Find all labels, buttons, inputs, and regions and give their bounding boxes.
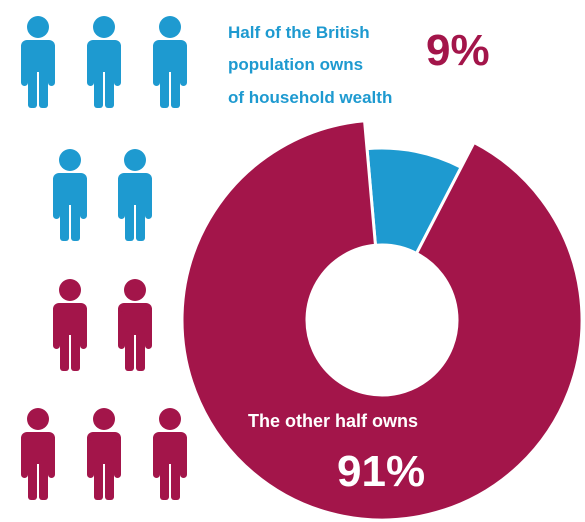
- blue-person-icon: [21, 16, 55, 108]
- donut-chart: [180, 119, 584, 522]
- donut-slice-other-half: [180, 119, 584, 522]
- bottom-label-line: The other half owns: [248, 411, 418, 431]
- top-label-line-3: of household wealth: [228, 88, 392, 107]
- blue-person-icon: [87, 16, 121, 108]
- top-label-line-2: population owns: [228, 55, 363, 74]
- blue-person-icon: [53, 149, 87, 241]
- bottom-value-label: 91%: [337, 447, 425, 496]
- maroon-person-icon: [153, 408, 187, 500]
- population-pictogram: [21, 16, 187, 500]
- maroon-person-icon: [21, 408, 55, 500]
- maroon-person-icon: [53, 279, 87, 371]
- maroon-person-icon: [118, 279, 152, 371]
- blue-person-icon: [118, 149, 152, 241]
- maroon-person-icon: [87, 408, 121, 500]
- blue-person-icon: [153, 16, 187, 108]
- top-value-label: 9%: [426, 26, 490, 75]
- top-label-line-1: Half of the British: [228, 23, 370, 42]
